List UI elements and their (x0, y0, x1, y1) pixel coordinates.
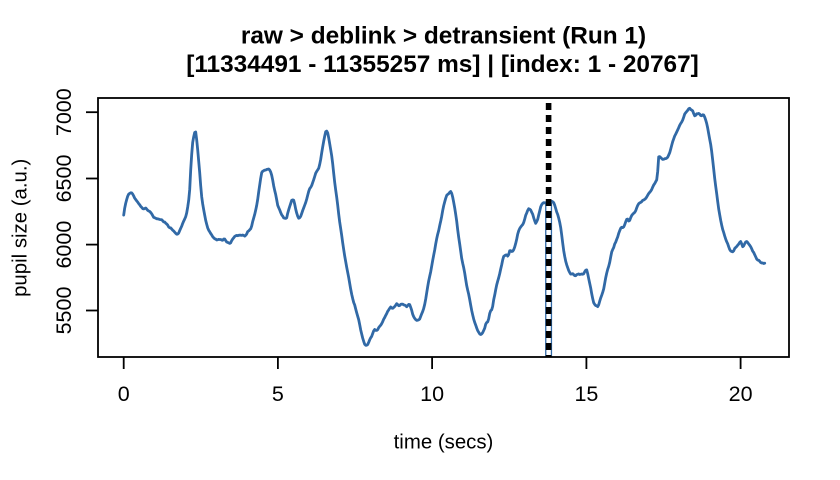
svg-text:6000: 6000 (52, 221, 76, 269)
svg-text:5: 5 (272, 382, 284, 406)
svg-text:10: 10 (420, 382, 444, 406)
svg-text:5500: 5500 (52, 287, 76, 335)
svg-text:20: 20 (729, 382, 753, 406)
svg-text:time (secs): time (secs) (394, 432, 494, 454)
svg-text:raw > deblink > detransient (R: raw > deblink > detransient (Run 1) (241, 22, 646, 49)
svg-text:7000: 7000 (52, 88, 76, 136)
svg-text:0: 0 (118, 382, 130, 406)
svg-text:pupil size (a.u.): pupil size (a.u.) (9, 159, 31, 297)
svg-text:6500: 6500 (52, 155, 76, 203)
svg-text:[11334491 - 11355257 ms] | [in: [11334491 - 11355257 ms] | [index: 1 - 2… (186, 51, 699, 78)
svg-text:15: 15 (574, 382, 598, 406)
